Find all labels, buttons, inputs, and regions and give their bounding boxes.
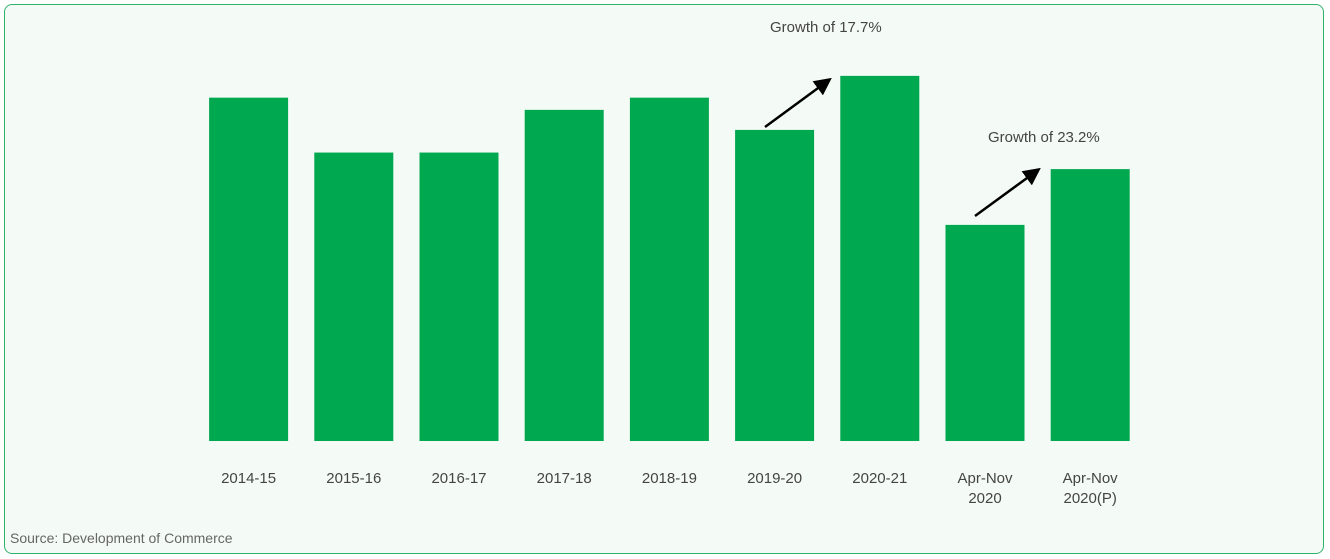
x-tick-label: 2014-15 xyxy=(221,470,277,487)
x-tick-label: Apr-Nov 2020 xyxy=(957,470,1013,507)
source: Source: Development of Commerce xyxy=(10,530,233,546)
x-tick-label: 2020-21 xyxy=(852,470,908,487)
annotation: Growth of 23.2% xyxy=(988,129,1100,146)
bar xyxy=(945,224,1025,441)
x-tick-label: 2018-19 xyxy=(641,470,697,487)
arrow xyxy=(974,167,1041,218)
bar xyxy=(629,97,709,442)
bar xyxy=(419,152,499,442)
bar xyxy=(314,152,394,442)
arrow xyxy=(764,77,832,129)
bar xyxy=(840,75,920,441)
x-tick-label: 2016-17 xyxy=(431,470,487,487)
x-tick-label: 2015-16 xyxy=(326,470,382,487)
annotation: Growth of 17.7% xyxy=(770,19,882,36)
bar xyxy=(524,109,604,441)
bar xyxy=(1050,169,1130,441)
x-tick-label: 2019-20 xyxy=(747,470,803,487)
x-tick-label: Apr-Nov 2020(P) xyxy=(1062,470,1118,507)
x-tick-label: 2017-18 xyxy=(536,470,592,487)
bar xyxy=(735,129,815,441)
bar xyxy=(209,97,289,442)
